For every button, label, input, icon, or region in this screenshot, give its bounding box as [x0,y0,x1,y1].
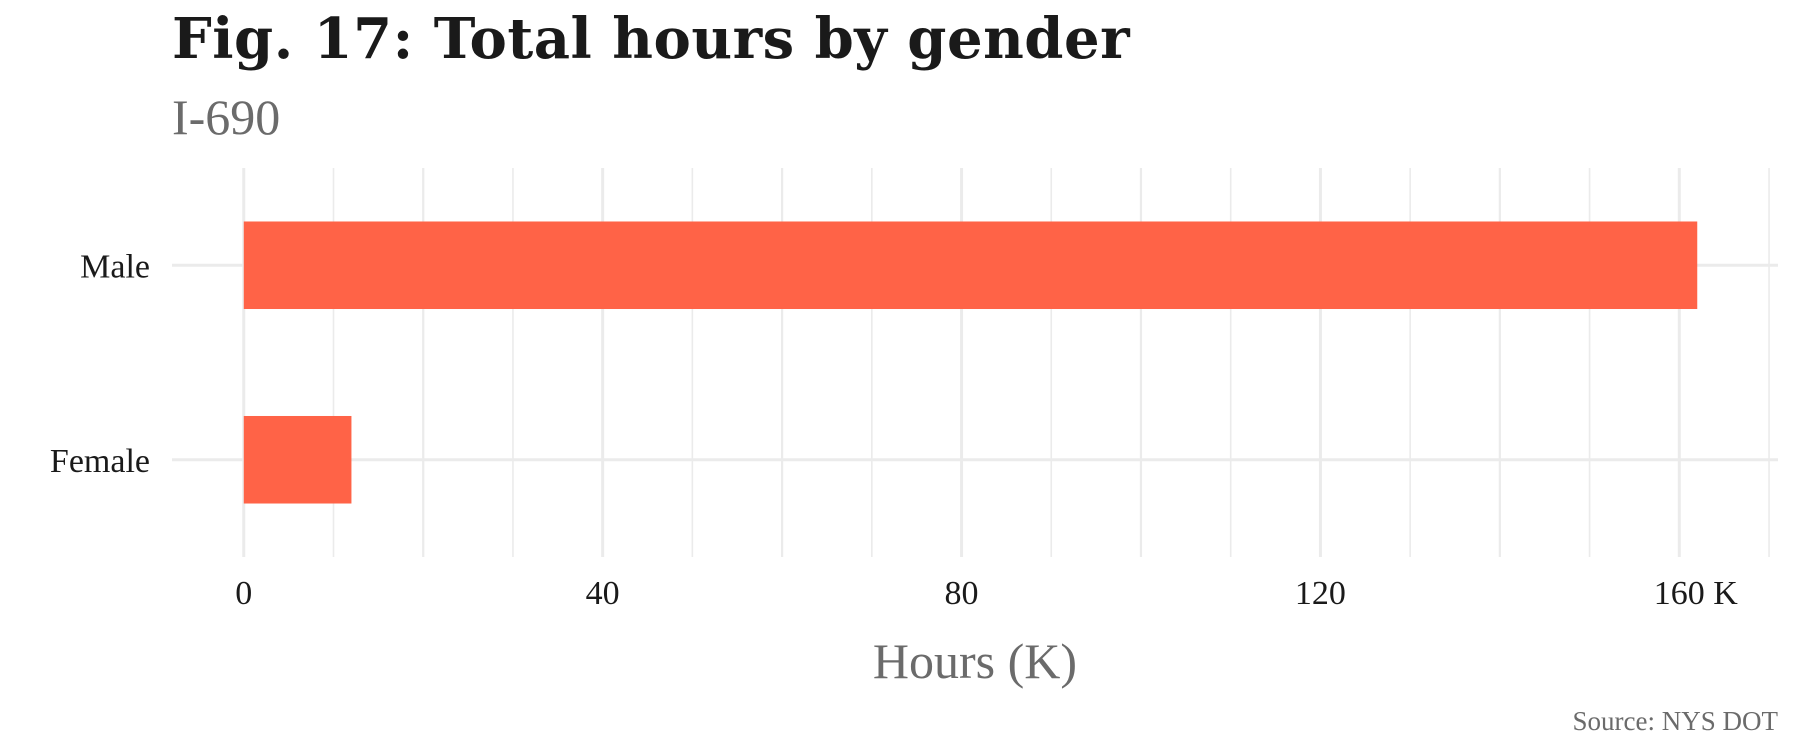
x-tick-label: 40 [586,575,620,612]
chart-title: Fig. 17: Total hours by gender [172,6,1131,72]
source-caption: Source: NYS DOT [1572,706,1778,736]
bars [243,221,1698,504]
x-tick-label: 0 [235,575,252,612]
y-tick-label: Female [50,443,150,480]
x-tick-label: 120 [1295,575,1346,612]
y-tick-label: Male [80,248,150,285]
bar-female [243,415,352,504]
x-tick-label: 160 K [1654,575,1739,612]
axis-labels: Male Female 0 40 80 120 160 K [50,248,1738,612]
x-tick-label: 80 [945,575,979,612]
bar-male [243,221,1698,310]
x-axis-title: Hours (K) [873,633,1077,689]
chart-subtitle: I-690 [172,89,281,145]
